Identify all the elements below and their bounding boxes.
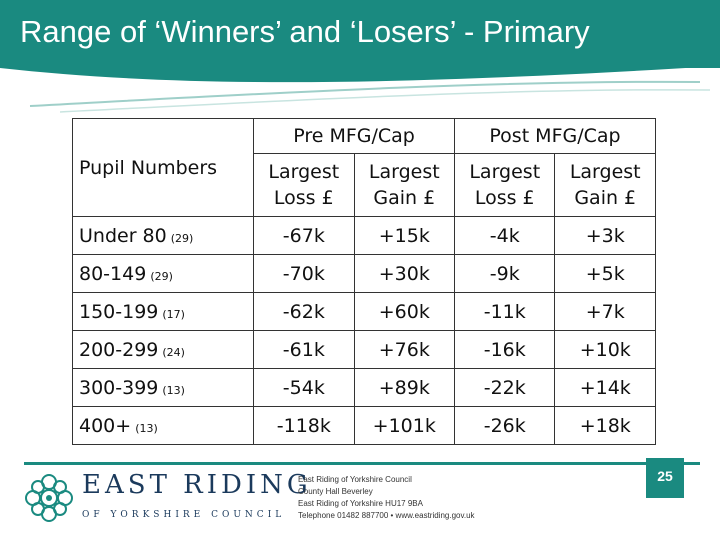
group-header-row: Pupil Numbers Pre MFG/Cap Post MFG/Cap <box>71 118 656 217</box>
address-line: County Hall Beverley <box>298 487 373 496</box>
table-row: Under 80 (29) -67k +15k -4k +3k <box>71 216 656 255</box>
winners-losers-table: Pupil Numbers Pre MFG/Cap Post MFG/Cap L… <box>71 118 656 445</box>
post-mfg-header: Post MFG/Cap <box>454 118 656 154</box>
table-cell: +15k <box>353 216 456 255</box>
table-cell: +18k <box>554 406 656 445</box>
page-number-badge: 25 <box>646 458 684 498</box>
table-cell: +5k <box>554 254 656 293</box>
table-cell: +7k <box>554 292 656 331</box>
table-cell: -4k <box>454 216 556 255</box>
table-cell: -26k <box>454 406 556 445</box>
table-cell: +76k <box>353 330 456 369</box>
table-cell: +14k <box>554 368 656 407</box>
table-cell: +89k <box>353 368 456 407</box>
org-name: EAST RIDING <box>82 470 312 500</box>
row-label: Under 80 (29) <box>71 216 255 255</box>
pre-mfg-header: Pre MFG/Cap <box>253 118 456 154</box>
table-row: 300-399 (13) -54k +89k -22k +14k <box>71 368 656 407</box>
pre-largest-loss-header: Largest Loss £ <box>253 153 355 217</box>
sub-header-row: Largest Loss £ Largest Gain £ Largest Loss … <box>73 153 656 217</box>
slide-title: Range of ‘Winners’ and ‘Losers’ - Primar… <box>20 14 590 49</box>
post-largest-loss-header: Largest Loss £ <box>454 153 556 217</box>
table-cell: -70k <box>253 254 355 293</box>
table-cell: -67k <box>253 216 355 255</box>
table-row: 400+ (13) -118k +101k -26k +18k <box>71 406 656 445</box>
post-largest-gain-header: Largest Gain £ <box>554 153 656 217</box>
table-row: 150-199 (17) -62k +60k -11k +7k <box>71 292 656 331</box>
pre-largest-gain-header: Largest Gain £ <box>353 153 456 217</box>
table-cell: -54k <box>253 368 355 407</box>
yorkshire-rose-emblem-icon <box>25 474 73 522</box>
table-cell: +10k <box>554 330 656 369</box>
table-cell: +3k <box>554 216 656 255</box>
row-label: 150-199 (17) <box>71 292 255 331</box>
table-cell: -118k <box>253 406 355 445</box>
row-label: 200-299 (24) <box>71 330 255 369</box>
row-label: 300-399 (13) <box>71 368 255 407</box>
table-cell: +60k <box>353 292 456 331</box>
table-cell: -9k <box>454 254 556 293</box>
table-cell: -22k <box>454 368 556 407</box>
row-label: 80-149 (29) <box>71 254 255 293</box>
row-label: 400+ (13) <box>71 406 255 445</box>
address-block: East Riding of Yorkshire Council County … <box>298 474 528 522</box>
table-row: 80-149 (29) -70k +30k -9k +5k <box>71 254 656 293</box>
table-cell: -16k <box>454 330 556 369</box>
table-cell: +30k <box>353 254 456 293</box>
pupil-numbers-header: Pupil Numbers <box>71 118 255 217</box>
address-line: East Riding of Yorkshire HU17 9BA <box>298 499 423 508</box>
footer-divider <box>24 462 700 465</box>
table-cell: -61k <box>253 330 355 369</box>
table-cell: -11k <box>454 292 556 331</box>
table-cell: -62k <box>253 292 355 331</box>
title-bar: Range of ‘Winners’ and ‘Losers’ - Primar… <box>0 0 720 68</box>
address-line: East Riding of Yorkshire Council <box>298 475 412 484</box>
org-subtitle: OF YORKSHIRE COUNCIL <box>82 510 286 520</box>
address-line: Telephone 01482 887700 • www.eastriding.… <box>298 511 475 520</box>
decorative-swoosh <box>0 60 720 113</box>
table-cell: +101k <box>353 406 456 445</box>
table-row: 200-299 (24) -61k +76k -16k +10k <box>71 330 656 369</box>
